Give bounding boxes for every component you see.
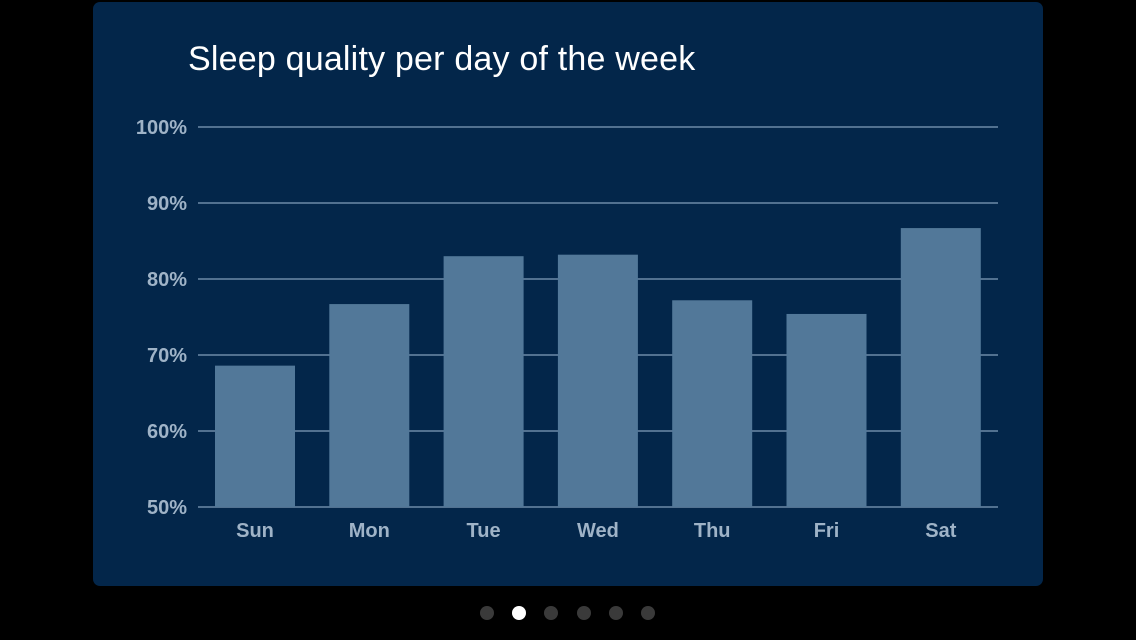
y-tick-label: 60% (147, 421, 187, 443)
y-axis-tick-labels: 50% 60% 70% 80% 90% 100% (136, 117, 187, 519)
y-tick-label: 90% (147, 193, 187, 215)
page-dot-3[interactable] (544, 606, 559, 620)
x-tick-label: Wed (577, 520, 619, 542)
bar-thu (672, 300, 753, 507)
bar-wed (557, 254, 638, 507)
y-tick-label: 80% (147, 269, 187, 291)
page-indicator (0, 606, 1136, 622)
x-tick-label: Sun (236, 520, 274, 542)
x-tick-label: Mon (349, 520, 390, 542)
page-dot-6[interactable] (641, 606, 655, 620)
bar-fri (786, 313, 867, 507)
y-tick-label: 100% (136, 117, 187, 139)
x-tick-label: Sat (925, 520, 956, 542)
bar-sat (900, 228, 981, 507)
x-tick-label: Thu (694, 520, 731, 542)
y-tick-label: 50% (147, 497, 187, 519)
page-dot-4[interactable] (576, 606, 591, 620)
y-tick-label: 70% (147, 345, 187, 367)
bars (215, 228, 981, 507)
page-dot-1[interactable] (480, 606, 494, 620)
chart-title: Sleep quality per day of the week (188, 40, 696, 78)
x-tick-label: Fri (814, 520, 840, 542)
page-dot-2[interactable] (512, 606, 527, 620)
page-dot-5[interactable] (608, 606, 623, 620)
bar-mon (329, 304, 410, 507)
bar-tue (443, 256, 524, 507)
x-tick-label: Tue (467, 520, 501, 542)
bar-sun (215, 365, 295, 507)
x-axis-tick-labels: Sun Mon Tue Wed Thu Fri Sat (236, 520, 957, 542)
